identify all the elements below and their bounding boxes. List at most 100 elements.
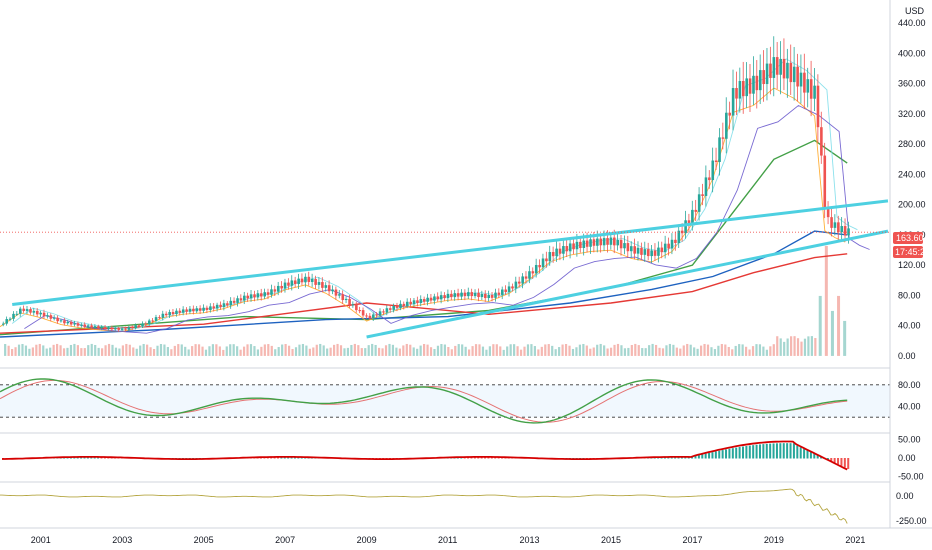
volume-bar: [360, 348, 363, 356]
volume-bar: [561, 344, 564, 356]
candle-body: [117, 328, 121, 330]
macd-histogram-bar: [792, 443, 795, 459]
volume-bar: [748, 349, 751, 356]
volume-bar: [464, 346, 467, 356]
candle-body: [260, 293, 263, 297]
candle-body: [616, 239, 620, 246]
volume-bar: [395, 347, 398, 356]
macd-pane[interactable]: [2, 440, 850, 471]
macd-histogram-bar: [769, 443, 772, 459]
macd-histogram-bar: [782, 443, 785, 459]
volume-bar: [246, 344, 249, 356]
volume-bar: [367, 345, 370, 356]
candle-body: [609, 237, 613, 245]
candle-body: [606, 238, 609, 245]
volume-bar: [592, 347, 595, 356]
volume-bar: [516, 346, 519, 356]
macd-histogram-bar: [704, 453, 707, 459]
volume-bar: [744, 346, 748, 356]
volume-bar: [156, 345, 159, 356]
volume-bar: [807, 336, 810, 356]
year-tick-label: 2005: [194, 535, 214, 545]
volume-bar: [90, 343, 93, 356]
candle-body: [596, 238, 599, 246]
candle-body: [392, 305, 395, 310]
volume-bar: [606, 348, 609, 356]
candle-body: [484, 293, 487, 299]
candle-body: [456, 293, 460, 297]
macd-histogram-bar: [809, 451, 812, 459]
volume-bar: [125, 343, 128, 356]
year-tick-label: 2015: [601, 535, 621, 545]
candle-body: [531, 271, 535, 274]
volume-bar: [339, 345, 343, 356]
candle-body: [137, 325, 141, 327]
candle-body: [830, 217, 833, 228]
volume-bar: [291, 348, 294, 356]
macd-histogram-bar: [701, 454, 704, 459]
candle-body: [395, 305, 399, 308]
stochastic-pane[interactable]: [0, 378, 890, 424]
candle-body: [69, 321, 73, 325]
candle-body: [504, 289, 508, 292]
volume-bar: [506, 346, 509, 356]
candle-body: [304, 276, 307, 283]
candle-body: [460, 292, 463, 297]
volume-bar: [405, 343, 408, 356]
volume-bar: [786, 338, 789, 356]
candle-body: [765, 63, 769, 85]
candle-body: [541, 258, 545, 268]
volume-bar: [191, 346, 194, 356]
year-tick-label: 2017: [682, 535, 702, 545]
candle-body: [742, 81, 745, 97]
candle-body: [212, 306, 216, 309]
candle-body: [171, 312, 175, 314]
candle-body: [629, 246, 633, 252]
candle-body: [738, 81, 742, 99]
candle-body: [361, 310, 365, 316]
candle-body: [287, 282, 290, 286]
time-axis[interactable]: 2001 2003 2005 2007 2009 2011 2013 2015 2017 2019…: [31, 535, 866, 545]
candle-body: [419, 299, 423, 303]
candle-body: [524, 276, 528, 279]
trendline: [366, 229, 889, 339]
volume-bar: [31, 347, 34, 356]
macd-line: [2, 440, 848, 471]
candle-body: [52, 317, 56, 319]
volume-bar: [755, 344, 758, 356]
candle-body: [205, 307, 209, 310]
volume-bar: [242, 346, 246, 356]
volume-bar: [232, 344, 235, 356]
candle-body: [290, 280, 294, 286]
price-pane[interactable]: [0, 36, 890, 356]
volume-bar: [312, 347, 315, 356]
candle-body: [300, 278, 304, 283]
candle-body: [19, 308, 22, 314]
volume-bar: [758, 344, 762, 356]
volume-bar: [222, 349, 225, 356]
macd-histogram-bar: [728, 448, 731, 459]
volume-bar: [225, 346, 228, 356]
price-tick-label: 320.00: [898, 109, 926, 119]
volume-bar: [648, 345, 651, 356]
currency-label: USD: [905, 6, 925, 16]
candle-body: [426, 297, 429, 302]
candle-body: [514, 281, 518, 289]
volume-bar: [353, 343, 356, 356]
oscillator-pane[interactable]: [0, 488, 848, 524]
volume-bar: [571, 348, 575, 356]
volume-bar: [267, 344, 270, 356]
volume-bar: [350, 344, 353, 356]
macd-histogram-bar: [830, 458, 833, 462]
macd-histogram-bar: [803, 448, 806, 459]
candle-body: [12, 313, 15, 319]
price-axis[interactable]: 440.00 400.00 360.00 320.00 280.00 240.00 200.…: [0, 0, 932, 529]
volume-bar: [837, 295, 841, 356]
stoch-k-line: [0, 378, 848, 424]
volume-bar: [111, 344, 114, 356]
candle-body: [120, 328, 124, 330]
volume-bar: [665, 345, 668, 356]
candle-body: [399, 303, 402, 308]
candle-body: [80, 324, 83, 326]
